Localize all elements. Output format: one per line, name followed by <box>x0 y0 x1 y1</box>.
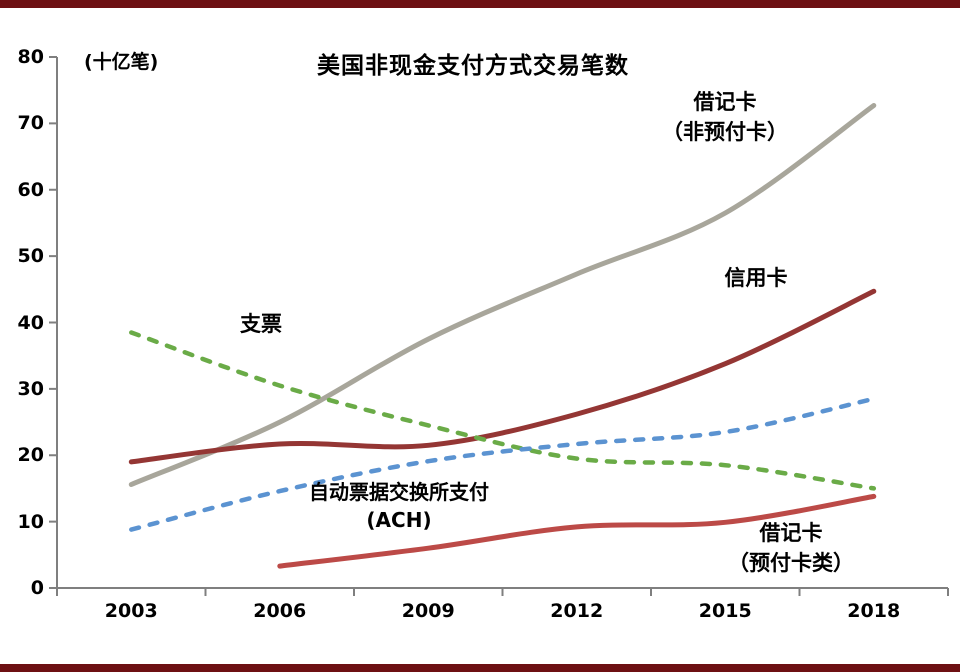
series-label-text: (ACH) <box>366 508 432 533</box>
y-axis-tick-label: 60 <box>17 178 44 201</box>
y-axis-tick-label: 40 <box>17 311 44 334</box>
y-axis-tick-label: 80 <box>17 46 44 68</box>
y-axis-unit-label: (十亿笔) <box>84 51 159 73</box>
series-label-debit-prepaid: 借记卡 （预付卡类） <box>728 519 854 579</box>
series-line-debit-prepaid <box>277 493 877 569</box>
series-label-credit: 信用卡 <box>725 264 788 294</box>
series-line-debit-nonprepaid <box>128 103 877 487</box>
y-axis-tick-label: 30 <box>17 377 44 400</box>
chart-title: 美国非现金支付方式交易笔数 <box>317 53 629 79</box>
top-accent-bar <box>0 0 960 8</box>
x-axis-tick-label: 2015 <box>698 600 752 622</box>
series-line-ach <box>129 396 877 532</box>
x-axis-tick-label: 2012 <box>550 600 604 622</box>
series-line-credit <box>128 288 877 465</box>
bottom-accent-bar <box>0 664 960 672</box>
x-axis-tick-label: 2018 <box>847 600 901 622</box>
y-axis-tick-label: 50 <box>17 245 44 268</box>
y-axis-tick-label: 70 <box>17 112 44 135</box>
x-axis-tick-label: 2009 <box>401 600 455 622</box>
y-axis-tick-label: 10 <box>17 510 44 533</box>
series-line-check <box>129 330 877 491</box>
x-axis-tick-label: 2006 <box>253 600 307 622</box>
series-label-check: 支票 <box>240 310 282 340</box>
x-axis-tick-label: 2003 <box>104 600 158 622</box>
series-label-text: 支票 <box>240 312 282 336</box>
y-axis-tick-label: 0 <box>30 577 44 599</box>
series-label-text: 借记卡 <box>759 521 823 545</box>
series-label-text: （预付卡类） <box>728 550 854 575</box>
series-label-ach: 自动票据交换所支付 (ACH) <box>309 478 489 535</box>
series-label-text: 自动票据交换所支付 <box>309 480 489 504</box>
series-label-text: （非预付卡） <box>662 119 788 144</box>
y-axis-tick-label: 20 <box>17 444 44 467</box>
series-label-debit-nonprepaid: 借记卡 （非预付卡） <box>662 88 788 148</box>
series-label-text: 借记卡 <box>693 90 757 114</box>
series-label-text: 信用卡 <box>724 266 788 290</box>
